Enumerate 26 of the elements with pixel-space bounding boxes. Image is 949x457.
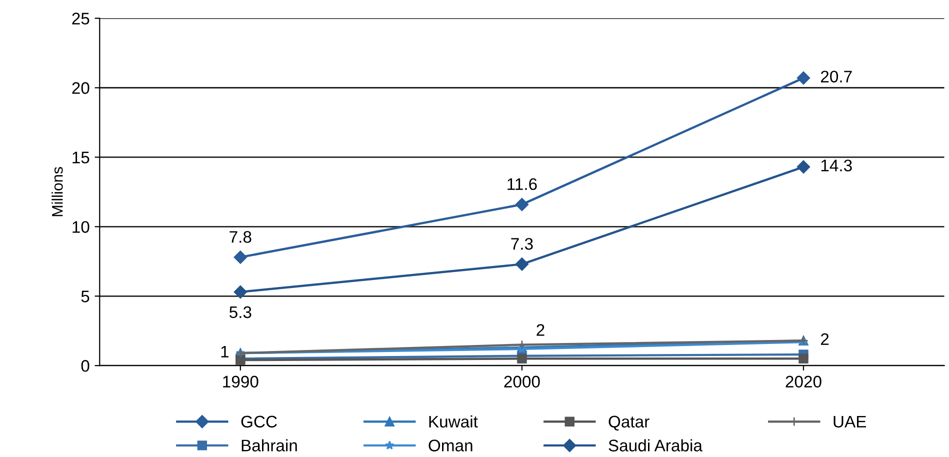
data-label: 11.6 (508, 178, 537, 190)
legend-label: Saudi Arabia (608, 439, 702, 452)
y-axis-title: Millions (52, 167, 63, 216)
data-label: 20.7 (820, 70, 852, 82)
data-label: 14.3 (821, 160, 852, 172)
y-tick-label: 20 (72, 82, 90, 94)
x-tick-label: 2000 (504, 376, 540, 388)
data-label: 2 (536, 324, 544, 336)
legend-label: Qatar (608, 416, 650, 431)
x-tick-label: 1990 (223, 376, 258, 388)
data-label: 7.8 (230, 231, 252, 243)
y-tick-label: 10 (72, 221, 90, 233)
y-tick-label: 15 (72, 152, 90, 164)
legend-label: Oman (428, 440, 472, 452)
y-tick-label: 25 (72, 12, 90, 24)
x-tick-label: 2020 (786, 376, 822, 388)
data-label: 2 (820, 333, 829, 345)
y-tick-label: 0 (81, 360, 90, 372)
legend-label: Kuwait (429, 415, 478, 428)
y-tick-label: 5 (81, 290, 90, 302)
data-label: 5.3 (229, 306, 252, 318)
legend-label: UAE (834, 416, 866, 428)
legend-label: GCC (241, 416, 277, 428)
data-label: 1 (221, 346, 228, 358)
legend-label: Bahrain (242, 439, 297, 452)
data-label: 7.3 (511, 238, 533, 250)
